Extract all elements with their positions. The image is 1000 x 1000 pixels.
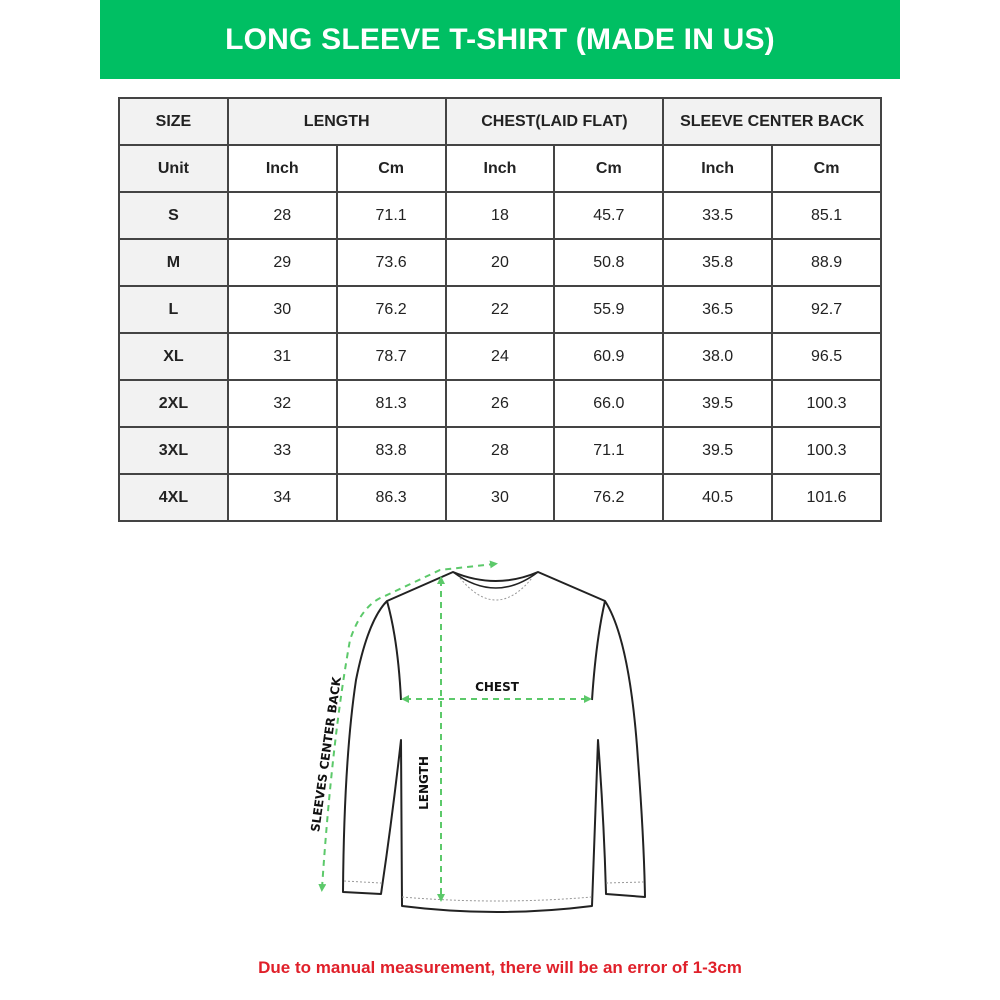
- unit-cell: Inch: [226, 144, 338, 193]
- value-cell: 39.5: [662, 379, 774, 428]
- table-row: S 28 71.1 18 45.7 33.5 85.1: [118, 191, 882, 240]
- page-title: LONG SLEEVE T-SHIRT (MADE IN US): [225, 22, 775, 56]
- value-cell: 66.0: [553, 379, 665, 428]
- size-cell: 3XL: [118, 426, 229, 475]
- shirt-diagram: CHEST LENGTH SLEEVES CENTER BACK: [308, 560, 646, 913]
- size-cell: L: [118, 285, 229, 334]
- header-length: LENGTH: [226, 97, 447, 146]
- size-cell: 4XL: [118, 473, 229, 522]
- value-cell: 32: [226, 379, 338, 428]
- title-banner: LONG SLEEVE T-SHIRT (MADE IN US): [100, 0, 900, 79]
- unit-cell: Unit: [118, 144, 229, 193]
- shirt-outline: [342, 571, 646, 913]
- table-row: XL 31 78.7 24 60.9 38.0 96.5: [118, 332, 882, 381]
- size-cell: 2XL: [118, 379, 229, 428]
- value-cell: 88.9: [771, 238, 882, 287]
- value-cell: 86.3: [335, 473, 447, 522]
- unit-row: Unit Inch Cm Inch Cm Inch Cm: [118, 144, 882, 193]
- table-row: M 29 73.6 20 50.8 35.8 88.9: [118, 238, 882, 287]
- sleeve-label: SLEEVES CENTER BACK: [308, 675, 344, 832]
- value-cell: 50.8: [553, 238, 665, 287]
- value-cell: 28: [444, 426, 556, 475]
- value-cell: 100.3: [771, 379, 882, 428]
- value-cell: 33.5: [662, 191, 774, 240]
- value-cell: 81.3: [335, 379, 447, 428]
- value-cell: 73.6: [335, 238, 447, 287]
- value-cell: 30: [226, 285, 338, 334]
- unit-cell: Cm: [553, 144, 665, 193]
- value-cell: 85.1: [771, 191, 882, 240]
- size-cell: XL: [118, 332, 229, 381]
- table-row: 4XL 34 86.3 30 76.2 40.5 101.6: [118, 473, 882, 522]
- value-cell: 83.8: [335, 426, 447, 475]
- value-cell: 38.0: [662, 332, 774, 381]
- table-row: 2XL 32 81.3 26 66.0 39.5 100.3: [118, 379, 882, 428]
- value-cell: 96.5: [771, 332, 882, 381]
- value-cell: 30: [444, 473, 556, 522]
- header-sleeve: SLEEVE CENTER BACK: [662, 97, 882, 146]
- value-cell: 22: [444, 285, 556, 334]
- header-chest: CHEST(LAID FLAT): [444, 97, 665, 146]
- value-cell: 34: [226, 473, 338, 522]
- size-chart-table: SIZE LENGTH CHEST(LAID FLAT) SLEEVE CENT…: [118, 97, 882, 522]
- value-cell: 35.8: [662, 238, 774, 287]
- unit-cell: Cm: [771, 144, 882, 193]
- header-size: SIZE: [118, 97, 229, 146]
- size-cell: M: [118, 238, 229, 287]
- value-cell: 92.7: [771, 285, 882, 334]
- sleeve-arrow: [318, 560, 498, 892]
- value-cell: 71.1: [335, 191, 447, 240]
- value-cell: 26: [444, 379, 556, 428]
- value-cell: 45.7: [553, 191, 665, 240]
- value-cell: 71.1: [553, 426, 665, 475]
- value-cell: 39.5: [662, 426, 774, 475]
- size-cell: S: [118, 191, 229, 240]
- value-cell: 36.5: [662, 285, 774, 334]
- table-row: 3XL 33 83.8 28 71.1 39.5 100.3: [118, 426, 882, 475]
- value-cell: 55.9: [553, 285, 665, 334]
- value-cell: 33: [226, 426, 338, 475]
- unit-cell: Inch: [662, 144, 774, 193]
- unit-cell: Inch: [444, 144, 556, 193]
- measurement-disclaimer: Due to manual measurement, there will be…: [258, 958, 742, 977]
- value-cell: 24: [444, 332, 556, 381]
- value-cell: 76.2: [553, 473, 665, 522]
- value-cell: 100.3: [771, 426, 882, 475]
- value-cell: 18: [444, 191, 556, 240]
- length-label: LENGTH: [417, 756, 431, 810]
- unit-cell: Cm: [335, 144, 447, 193]
- header-row: SIZE LENGTH CHEST(LAID FLAT) SLEEVE CENT…: [118, 97, 882, 146]
- value-cell: 31: [226, 332, 338, 381]
- value-cell: 76.2: [335, 285, 447, 334]
- value-cell: 78.7: [335, 332, 447, 381]
- value-cell: 40.5: [662, 473, 774, 522]
- value-cell: 20: [444, 238, 556, 287]
- value-cell: 29: [226, 238, 338, 287]
- chest-label: CHEST: [475, 680, 520, 694]
- value-cell: 28: [226, 191, 338, 240]
- value-cell: 60.9: [553, 332, 665, 381]
- value-cell: 101.6: [771, 473, 882, 522]
- table-row: L 30 76.2 22 55.9 36.5 92.7: [118, 285, 882, 334]
